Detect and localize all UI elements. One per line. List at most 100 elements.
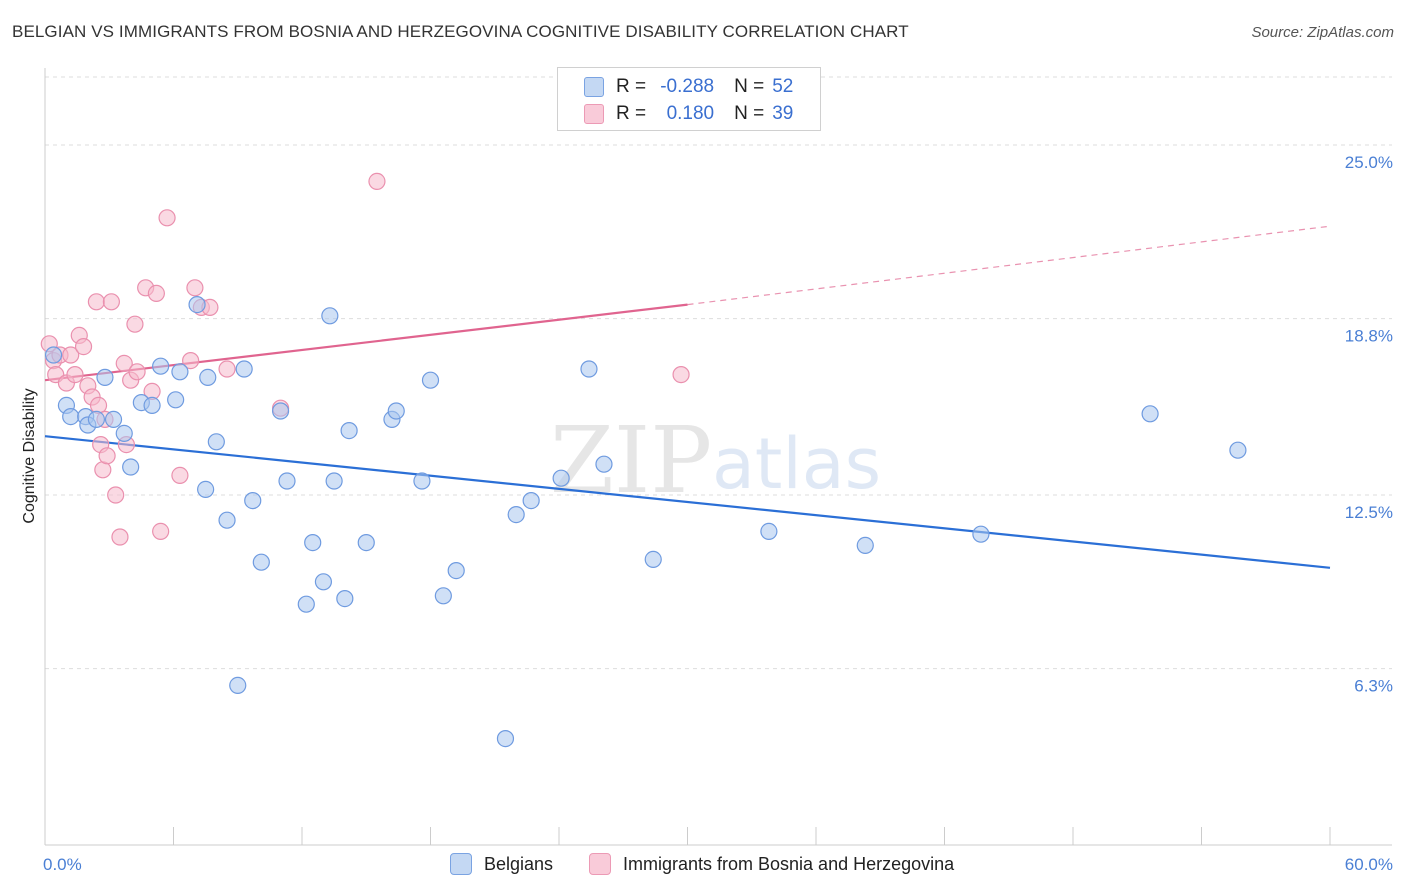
chart-title: BELGIAN VS IMMIGRANTS FROM BOSNIA AND HE… xyxy=(12,22,909,41)
belgian-point xyxy=(122,458,140,476)
bosnia-trendline xyxy=(44,303,688,382)
belgian-point xyxy=(507,505,525,524)
y-axis-label: Cognitive Disability xyxy=(21,388,38,523)
correlation-legend: R = -0.288 N = 52 R = 0.180 N = 39 xyxy=(557,67,821,131)
axis-labels: 6.3% 12.5% 18.8% 25.0% 0.0% 60.0% Cognitive Di… xyxy=(21,153,1393,874)
belgian-point xyxy=(297,595,315,613)
bosnia-point xyxy=(111,528,129,546)
legend-r-value: -0.288 xyxy=(660,76,715,97)
bosnia-point xyxy=(171,466,189,484)
axes xyxy=(44,68,1392,846)
belgian-point xyxy=(244,492,262,510)
belgian-point xyxy=(595,455,613,473)
belgian-point xyxy=(421,371,440,389)
belgian-point xyxy=(413,472,431,490)
legend-label-belgians: Belgians xyxy=(484,853,554,874)
legend-r-label: R = xyxy=(616,103,647,124)
bosnia-point xyxy=(115,354,133,372)
x-tick-label: 0.0% xyxy=(43,855,82,874)
belgian-point xyxy=(152,357,170,375)
belgian-point xyxy=(434,587,452,605)
bosnia-point xyxy=(158,209,176,227)
bosnia-point xyxy=(218,360,236,378)
belgian-point xyxy=(104,410,123,428)
belgian-point xyxy=(644,550,662,569)
belgian-point xyxy=(62,408,80,426)
legend-n-value: 52 xyxy=(772,76,794,97)
belgian-point xyxy=(96,368,114,386)
legend-row-bosnia: R = 0.180 N = 39 xyxy=(558,100,793,128)
legend-n-label: N = xyxy=(734,103,765,124)
belgian-point xyxy=(496,729,515,748)
legend-item-bosnia: Immigrants from Bosnia and Herzegovina xyxy=(589,853,954,875)
belgian-point xyxy=(235,360,253,378)
bosnia-point xyxy=(186,279,204,297)
belgian-point xyxy=(278,472,296,490)
belgian-point xyxy=(522,492,540,510)
belgian-point xyxy=(252,553,270,571)
y-tick-label: 25.0% xyxy=(1345,153,1393,172)
bosnia-point xyxy=(74,338,93,356)
legend-swatch-blue xyxy=(450,853,472,875)
bosnia-point xyxy=(672,366,690,384)
belgian-point xyxy=(44,346,63,364)
belgian-point xyxy=(271,402,290,420)
legend-item-belgians: Belgians xyxy=(450,853,553,875)
belgian-point xyxy=(167,391,185,409)
belgian-point xyxy=(387,402,405,420)
belgian-point xyxy=(336,589,354,608)
watermark-atlas: atlas xyxy=(712,423,881,505)
watermark-zip: ZIP xyxy=(550,407,712,514)
bosnia-point xyxy=(368,172,386,190)
trend-lines xyxy=(44,225,1331,569)
legend-swatch-pink xyxy=(584,104,604,124)
belgian-point xyxy=(143,396,161,414)
belgian-point xyxy=(207,433,225,451)
belgian-point xyxy=(552,469,570,487)
bosnia-point xyxy=(182,352,200,370)
bosnia-point xyxy=(87,293,106,311)
belgian-point xyxy=(447,561,465,580)
belgian-point xyxy=(760,522,778,541)
y-tick-label: 12.5% xyxy=(1345,503,1393,522)
belgian-point xyxy=(87,410,106,428)
belgian-point xyxy=(856,536,874,555)
bosnia-point xyxy=(66,366,84,384)
belgian-point xyxy=(188,296,206,314)
belgian-point xyxy=(171,363,189,381)
belgian-point xyxy=(115,424,133,442)
legend-label-bosnia: Immigrants from Bosnia and Herzegovina xyxy=(623,853,955,874)
belgian-point xyxy=(229,676,247,695)
belgian-point xyxy=(199,368,217,386)
legend-n-label: N = xyxy=(734,76,765,97)
belgian-point xyxy=(580,360,598,378)
belgian-point xyxy=(197,480,215,498)
legend-r-label: R = xyxy=(616,76,647,97)
belgian-point xyxy=(340,422,358,440)
belgian-point xyxy=(972,525,990,543)
belgian-point xyxy=(1141,405,1159,423)
belgian-point xyxy=(304,533,322,552)
legend-swatch-pink xyxy=(589,853,611,875)
belgian-point xyxy=(314,573,333,591)
bosnia-point xyxy=(147,284,165,302)
legend-r-value: 0.180 xyxy=(666,103,715,124)
belgian-point xyxy=(1229,441,1247,459)
belgian-point xyxy=(357,533,375,552)
series-legend: Belgians Immigrants from Bosnia and Herz… xyxy=(0,851,1406,879)
source-label: Source: ZipAtlas.com xyxy=(1251,24,1394,41)
belgian-point xyxy=(325,472,343,490)
bosnia-trendline-extension xyxy=(687,225,1331,306)
y-tick-label: 6.3% xyxy=(1354,677,1393,696)
bosnia-point xyxy=(98,447,116,465)
bosnia-point xyxy=(152,522,170,541)
bosnia-point xyxy=(102,293,120,311)
bosnia-point xyxy=(126,315,144,333)
legend-swatch-blue xyxy=(584,77,604,97)
y-tick-label: 18.8% xyxy=(1345,327,1393,346)
bosnia-point xyxy=(107,486,125,504)
belgian-trendline xyxy=(44,435,1331,569)
x-tick-label: 60.0% xyxy=(1345,855,1393,874)
bosnia-point xyxy=(128,363,146,381)
